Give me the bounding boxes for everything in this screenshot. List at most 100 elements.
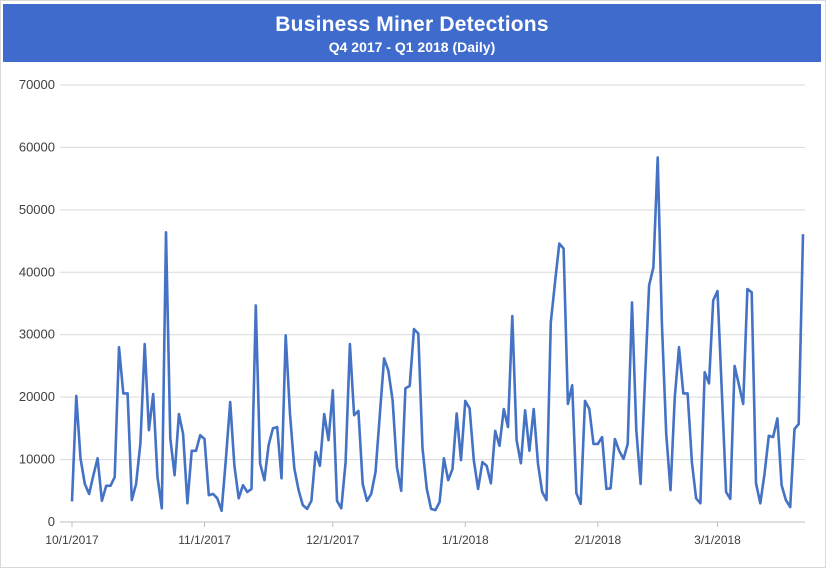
data-point <box>212 493 215 496</box>
data-point <box>626 443 629 446</box>
x-tick-label: 12/1/2017 <box>306 533 360 547</box>
data-point <box>545 499 548 502</box>
data-point <box>284 334 287 337</box>
data-point <box>579 503 582 506</box>
data-point <box>220 509 223 512</box>
data-point <box>173 474 176 477</box>
data-point <box>443 457 446 460</box>
data-point <box>79 457 82 460</box>
data-point <box>703 371 706 374</box>
x-tick-label: 2/1/2018 <box>574 533 621 547</box>
data-point <box>635 429 638 432</box>
data-point <box>622 458 625 461</box>
data-point <box>652 266 655 269</box>
data-point <box>755 482 758 485</box>
data-point <box>733 365 736 368</box>
data-point <box>370 493 373 496</box>
data-point <box>237 497 240 500</box>
chart-subtitle: Q4 2017 - Q1 2018 (Daily) <box>328 39 496 55</box>
data-point <box>541 491 544 494</box>
chart-header: Business Miner Detections Q4 2017 - Q1 2… <box>3 4 821 62</box>
data-point <box>327 439 330 442</box>
data-point <box>263 479 266 482</box>
data-point <box>336 499 339 502</box>
data-point <box>772 436 775 439</box>
data-point <box>468 407 471 410</box>
data-point <box>515 439 518 442</box>
y-tick-label: 10000 <box>19 452 55 467</box>
data-point <box>648 284 651 287</box>
data-point <box>678 346 681 349</box>
data-point <box>126 392 129 395</box>
data-point <box>374 471 377 474</box>
data-point <box>584 400 587 403</box>
data-point <box>438 501 441 504</box>
data-point <box>661 322 664 325</box>
data-point <box>421 447 424 450</box>
data-point <box>169 437 172 440</box>
data-point <box>502 408 505 411</box>
data-point <box>481 461 484 464</box>
data-point <box>537 463 540 466</box>
data-point <box>413 328 416 331</box>
y-tick-label: 0 <box>48 514 55 529</box>
data-point <box>340 507 343 510</box>
data-point <box>528 450 531 453</box>
data-point <box>455 412 458 415</box>
data-point <box>780 484 783 487</box>
data-point <box>789 506 792 509</box>
data-point <box>165 231 168 234</box>
data-point <box>109 484 112 487</box>
data-point <box>404 387 407 390</box>
data-point <box>408 385 411 388</box>
data-point <box>558 242 561 245</box>
data-point <box>242 484 245 487</box>
data-point <box>494 430 497 433</box>
data-point <box>451 468 454 471</box>
data-point <box>229 401 232 404</box>
data-point <box>135 483 138 486</box>
data-point <box>361 483 364 486</box>
data-point <box>763 473 766 476</box>
data-point <box>139 442 142 445</box>
data-point <box>306 508 309 511</box>
data-point <box>297 489 300 492</box>
data-point <box>669 489 672 492</box>
data-point <box>477 488 480 491</box>
data-point <box>250 488 253 491</box>
data-point <box>207 494 210 497</box>
data-point <box>609 487 612 490</box>
data-point <box>156 476 159 479</box>
x-tick-label: 11/1/2017 <box>178 533 231 547</box>
data-point <box>746 288 749 291</box>
data-point <box>118 346 121 349</box>
data-point <box>199 434 202 437</box>
data-point <box>302 504 305 507</box>
data-point <box>473 459 476 462</box>
x-tick-label: 10/1/2017 <box>45 533 99 547</box>
data-point <box>387 369 390 372</box>
data-point <box>768 435 771 438</box>
data-point <box>319 465 322 468</box>
x-axis: 10/1/2017 11/1/2017 12/1/2017 1/1/2018 2/1/2… <box>45 522 741 547</box>
y-tick-label: 50000 <box>19 202 55 217</box>
data-point <box>396 466 399 469</box>
data-point <box>84 483 87 486</box>
x-tick-label: 3/1/2018 <box>694 533 741 547</box>
data-point <box>113 476 116 479</box>
chart-title: Business Miner Detections <box>275 13 549 36</box>
data-point <box>75 395 78 398</box>
data-point <box>797 423 800 426</box>
data-point <box>605 488 608 491</box>
data-point <box>178 413 181 416</box>
data-point <box>314 451 317 454</box>
data-point <box>656 156 659 159</box>
data-point <box>498 445 501 448</box>
data-point <box>190 450 193 453</box>
data-point <box>567 403 570 406</box>
data-point <box>203 438 206 441</box>
data-point <box>366 499 369 502</box>
data-point <box>186 502 189 505</box>
data-point <box>712 299 715 302</box>
